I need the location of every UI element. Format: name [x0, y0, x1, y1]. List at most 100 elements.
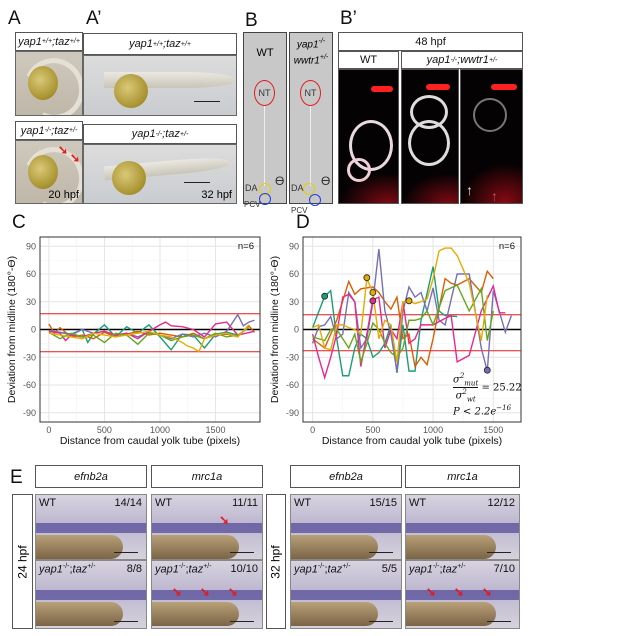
embryo-count: 7/10 [493, 563, 515, 575]
in-situ-image: yap1-/-;taz+/- 7/10 ➘ ➘ ➘ [405, 560, 520, 629]
embryo-image-32hpf-mutant: 32 hpf [83, 144, 237, 204]
x-tick-label: 1500 [483, 425, 503, 435]
y-tick-label: 90 [289, 241, 299, 251]
genotype-label: yap1-/-;taz+/- [15, 121, 83, 140]
pcv-circle [259, 193, 271, 205]
embryo-count: 11/11 [232, 497, 258, 509]
genotype-label: WT [155, 497, 173, 509]
series-line [312, 247, 488, 362]
y-tick-label: -30 [23, 352, 36, 362]
confocal-image-mutant-2: ↑ ↑ [460, 69, 523, 204]
x-axis-label: Distance from caudal yolk tube (pixels) [322, 435, 502, 447]
dorsal-aorta-circle [303, 183, 315, 195]
genotype-label: yap1-/-;taz+/- [409, 563, 466, 576]
x-tick-label: 1000 [423, 425, 443, 435]
x-tick-label: 1500 [206, 425, 226, 435]
red-arrow-icon: ➘ [70, 151, 81, 165]
y-tick-label: 30 [289, 297, 299, 307]
da-label: DA [245, 183, 258, 193]
neural-tube-circle: NT [254, 80, 275, 106]
genotype-label: yap1-/-;taz+/- [39, 563, 96, 576]
panel-label-d: D [296, 212, 310, 233]
embryo-count: 12/12 [487, 497, 515, 509]
in-situ-image: yap1-/-;taz+/- 10/10 ➘ ➘ ➘ [151, 560, 263, 629]
embryo-count: 15/15 [369, 497, 397, 509]
pcv-circle [309, 194, 321, 206]
embryo-image-20hpf-wt [15, 51, 83, 116]
red-arrow-icon: ➘ [172, 585, 183, 599]
gene-header-efnb2a: efnb2a [35, 465, 147, 488]
x-tick-label: 1000 [150, 425, 170, 435]
theta-symbol: ϴ [321, 174, 331, 188]
pcv-label: PCV [291, 206, 308, 215]
plot-border [39, 236, 261, 423]
theta-symbol: ϴ [275, 174, 285, 188]
y-axis-label: Deviation from midline (180°-ϴ) [269, 256, 281, 403]
series-line [48, 324, 250, 353]
red-arrow-icon: ➘ [200, 585, 211, 599]
panel-label-b: B [245, 10, 258, 31]
genotype-label: yap1 +/+; taz +/+ [15, 32, 83, 51]
red-arrow-icon: ➘ [482, 585, 493, 599]
y-tick-label: -60 [23, 380, 36, 390]
da-label: DA [291, 183, 304, 193]
y-tick-label: -90 [286, 408, 299, 418]
y-tick-label: 0 [294, 325, 299, 335]
in-situ-image: yap1-/-;taz+/- 8/8 [35, 560, 147, 629]
genotype-label: yap1 +/+; taz +/+ [83, 33, 237, 55]
y-tick-label: -90 [23, 408, 36, 418]
embryo-image-20hpf-mutant: ➘ ➘ 20 hpf [15, 140, 83, 204]
highlight-point [321, 292, 329, 300]
genotype-label: yap1-/-;taz+/- [294, 563, 351, 576]
y-axis-label: Deviation from midline (180°-ϴ) [6, 256, 18, 403]
schematic-mutant: yap1-/- wwtr1+/- NT DA PCV ϴ [289, 32, 333, 215]
x-axis-label: Distance from caudal yolk tube (pixels) [60, 435, 240, 447]
panel-label-b-prime: B’ [340, 8, 357, 29]
panel-label-c: C [12, 212, 26, 233]
sample-size-annotation: n=6 [238, 241, 254, 252]
stage-label: 20 hpf [48, 189, 79, 201]
y-tick-label: 0 [31, 325, 36, 335]
series-line [311, 266, 458, 377]
neural-tube-circle: NT [300, 80, 321, 106]
pcv-label: PCV [244, 200, 261, 209]
embryo-count: 14/14 [114, 497, 142, 509]
stage-header: 48 hpf [338, 32, 523, 51]
x-tick-label: 500 [97, 425, 112, 435]
highlight-point [363, 274, 371, 282]
highlight-point [369, 289, 377, 296]
y-tick-label: 60 [26, 269, 36, 279]
sample-size-annotation: n=6 [499, 241, 515, 252]
panel-label-e: E [10, 467, 23, 488]
red-arrow-icon: ➘ [426, 585, 437, 599]
y-tick-label: 90 [26, 241, 36, 251]
x-tick-label: 500 [365, 425, 380, 435]
wt-label: WT [256, 47, 274, 59]
embryo-image-32hpf-wt [83, 55, 237, 116]
highlight-point [483, 366, 491, 374]
in-situ-image: yap1-/-;taz+/- 5/5 [290, 560, 402, 629]
x-tick-label: 0 [310, 425, 315, 435]
confocal-image-mutant-1 [401, 69, 459, 204]
series-line [312, 284, 494, 365]
in-situ-image: WT 12/12 [405, 494, 520, 560]
highlight-point [369, 297, 377, 305]
red-arrow-icon: ➘ [228, 585, 239, 599]
confocal-image-wt [338, 69, 399, 204]
genotype-label: yap1-/-;taz+/- [83, 124, 237, 144]
series-line [311, 248, 513, 372]
plot-border [302, 236, 522, 423]
genotype-label: WT [39, 497, 57, 509]
embryo-count: 10/10 [230, 563, 258, 575]
x-tick-label: 0 [46, 425, 51, 435]
stage-label: 32 hpf [201, 189, 232, 201]
wt-header: WT [338, 51, 399, 69]
gene-header-efnb2a: efnb2a [290, 465, 402, 488]
genotype-label: yap1-/-;taz+/- [155, 563, 212, 576]
series-line [311, 283, 506, 381]
in-situ-image: WT 15/15 [290, 494, 402, 560]
gene-header-mrc1a: mrc1a [405, 465, 520, 488]
embryo-count: 8/8 [126, 563, 142, 575]
